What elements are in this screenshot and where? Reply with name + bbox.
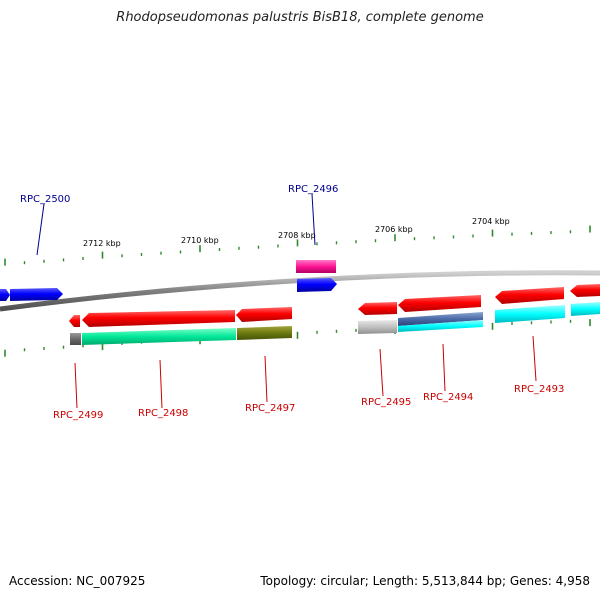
gene-arrow-rpc-2496[interactable] [297,278,337,292]
gene-arrow-rpc-2497[interactable] [236,307,292,322]
genome-summary-text: Topology: circular; Length: 5,513,844 bp… [260,574,590,588]
gene-arrow-right-edge[interactable] [570,284,600,297]
gene-arrow-rpc-2495[interactable] [358,302,397,315]
leader-line-rpc-2493 [532,335,537,382]
gene-arrow-rpc-2500[interactable] [10,288,63,301]
leader-line-rpc-2496 [311,193,316,246]
gene-label-rpc-2499[interactable]: RPC_2499 [53,410,103,421]
gene-feature-rpc-2493[interactable] [495,305,565,323]
gene-arrow-rpc-2499[interactable] [69,315,80,327]
gene-arrow-left-edge[interactable] [0,289,10,301]
gene-label-rpc-2496[interactable]: RPC_2496 [288,184,338,195]
gene-label-rpc-2497[interactable]: RPC_2497 [245,403,295,414]
gene-feature-rpc-2496-pink[interactable] [296,260,336,273]
ruler-label-2710: 2710 kbp [181,236,219,245]
gene-label-rpc-2495[interactable]: RPC_2495 [361,397,411,408]
ruler-label-2712: 2712 kbp [83,239,121,248]
gene-label-rpc-2494[interactable]: RPC_2494 [423,392,473,403]
gene-label-rpc-2493[interactable]: RPC_2493 [514,384,564,395]
gene-feature-rpc-2494-cyan[interactable] [398,320,483,332]
map-title: Rhodopseudomonas palustris BisB18, compl… [116,10,484,25]
gene-feature-rpc-2499[interactable] [70,333,81,345]
leader-line-rpc-2497 [264,355,268,403]
gene-feature-rpc-2498[interactable] [82,328,236,345]
gene-label-rpc-2498[interactable]: RPC_2498 [138,408,188,419]
gene-feature-rpc-2495[interactable] [358,320,397,334]
gene-arrow-rpc-2494[interactable] [398,295,481,312]
leader-line-rpc-2498 [159,359,163,409]
accession-text: Accession: NC_007925 [9,574,146,588]
gene-label-rpc-2500[interactable]: RPC_2500 [20,194,70,205]
gene-feature-right-edge[interactable] [571,302,600,316]
ruler-label-2706: 2706 kbp [375,225,413,234]
ruler-label-2704: 2704 kbp [472,217,510,226]
gene-feature-rpc-2494-steel[interactable] [398,312,483,326]
label-leader-lines [36,193,537,409]
leader-line-rpc-2494 [442,343,446,392]
leader-line-rpc-2499 [74,362,78,409]
outer-tick-marks [4,225,591,266]
leader-line-rpc-2495 [379,348,384,397]
leader-line-rpc-2500 [36,203,45,256]
ruler-label-2708: 2708 kbp [278,231,316,240]
gene-arrow-rpc-2498[interactable] [82,310,235,327]
gene-arrow-rpc-2493[interactable] [495,287,564,304]
gene-feature-rpc-2497[interactable] [237,326,292,340]
